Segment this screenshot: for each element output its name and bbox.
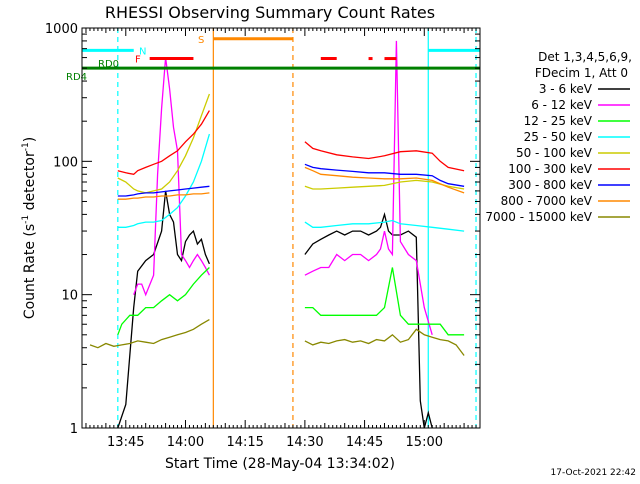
legend-header-1: Det 1,3,4,5,6,9, bbox=[538, 50, 632, 64]
series-7-segment-1 bbox=[304, 166, 465, 194]
flag-label-RD0: RD0 bbox=[98, 59, 119, 70]
y-tick-label-0: 1 bbox=[70, 422, 78, 437]
series-1 bbox=[133, 40, 433, 335]
legend-header-2: FDecim 1, Att 0 bbox=[535, 66, 628, 80]
chart-title: RHESSI Observing Summary Count Rates bbox=[105, 3, 435, 22]
series-8 bbox=[89, 319, 465, 356]
series-4-segment-1 bbox=[304, 179, 465, 190]
y-tick-label-2: 100 bbox=[53, 155, 78, 170]
series-7 bbox=[117, 166, 465, 200]
legend-label-2: 12 - 25 keV bbox=[524, 114, 593, 128]
x-tick-label-2: 14:15 bbox=[226, 435, 263, 450]
timestamp: 17-Oct-2021 22:42 bbox=[551, 468, 636, 478]
series-2 bbox=[117, 267, 465, 336]
y-axis-label: Count Rate (s-1 detector-1) bbox=[21, 137, 38, 319]
flag-label-N: N bbox=[139, 46, 146, 57]
legend-label-4: 50 - 100 keV bbox=[516, 146, 593, 160]
x-tick-label-4: 14:45 bbox=[346, 435, 383, 450]
series-4-segment-0 bbox=[117, 93, 211, 194]
series-3-segment-0 bbox=[117, 133, 211, 228]
x-tick-label-0: 13:45 bbox=[107, 435, 144, 450]
series-3-segment-1 bbox=[304, 219, 465, 232]
y-tick-label-1: 10 bbox=[61, 289, 78, 304]
legend-label-6: 300 - 800 keV bbox=[508, 178, 592, 192]
series-1-segment-0 bbox=[133, 57, 210, 297]
series-6-segment-1 bbox=[304, 163, 465, 187]
series-2-segment-1 bbox=[304, 267, 465, 336]
series-3 bbox=[117, 133, 465, 232]
series-layer bbox=[89, 40, 465, 429]
legend-label-7: 800 - 7000 keV bbox=[501, 194, 593, 208]
x-tick-label-5: 15:00 bbox=[406, 435, 443, 450]
x-tick-label-3: 14:30 bbox=[286, 435, 323, 450]
series-6 bbox=[117, 163, 465, 197]
series-8-segment-1 bbox=[304, 328, 465, 356]
series-0-segment-1 bbox=[304, 211, 433, 429]
series-1-segment-1 bbox=[304, 40, 433, 335]
series-8-segment-0 bbox=[89, 319, 210, 349]
flag-label-F: F bbox=[135, 55, 141, 66]
series-2-segment-0 bbox=[117, 267, 210, 336]
legend-label-1: 6 - 12 keV bbox=[531, 98, 593, 112]
series-6-segment-0 bbox=[117, 185, 210, 197]
series-7-segment-0 bbox=[117, 192, 210, 200]
legend: Det 1,3,4,5,6,9, FDecim 1, Att 0 3 - 6 k… bbox=[485, 50, 632, 224]
x-tick-label-1: 14:00 bbox=[167, 435, 204, 450]
time-markers bbox=[117, 28, 477, 428]
x-axis-label: Start Time (28-May-04 13:34:02) bbox=[165, 456, 395, 472]
legend-label-5: 100 - 300 keV bbox=[508, 162, 592, 176]
flag-label-S: S bbox=[198, 35, 204, 46]
legend-label-0: 3 - 6 keV bbox=[539, 82, 593, 96]
legend-label-3: 25 - 50 keV bbox=[524, 130, 593, 144]
flag-bars: RD4 RD0 NF S bbox=[66, 35, 480, 83]
legend-label-8: 7000 - 15000 keV bbox=[485, 210, 592, 224]
series-0 bbox=[117, 190, 433, 429]
series-0-segment-0 bbox=[117, 190, 210, 429]
axis-ticks: 13:45 14:00 14:15 14:30 14:45 15:00 1 10 100 1000 bbox=[45, 22, 480, 450]
y-tick-label-3: 1000 bbox=[45, 22, 78, 37]
series-5-segment-0 bbox=[117, 110, 210, 175]
series-4 bbox=[117, 93, 465, 194]
series-5-segment-1 bbox=[304, 141, 465, 172]
series-5 bbox=[117, 110, 465, 175]
flag-label-RD4: RD4 bbox=[66, 72, 87, 83]
